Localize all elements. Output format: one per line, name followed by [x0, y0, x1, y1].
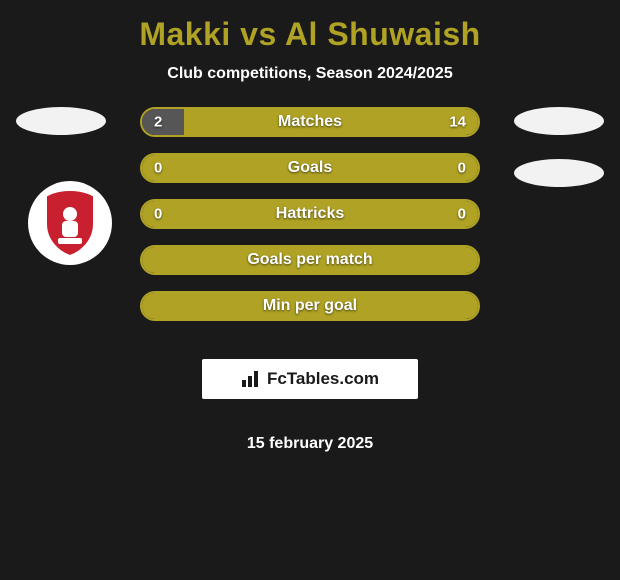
- stat-value-left: 2: [154, 114, 162, 131]
- bars-icon: [241, 370, 261, 388]
- title-vs: vs: [240, 16, 277, 52]
- stat-label: Hattricks: [276, 205, 344, 223]
- stat-label: Goals per match: [247, 251, 372, 269]
- stat-row: Hattricks 0 0: [140, 199, 480, 229]
- stats-area: Matches 2 14 Goals 0 0 Hattricks 0 0 Goals per ma…: [0, 107, 620, 453]
- stat-value-right: 14: [449, 114, 466, 131]
- stat-label: Min per goal: [263, 297, 357, 315]
- right-team-ellipse-2: [514, 159, 604, 187]
- left-team-ellipse-1: [16, 107, 106, 135]
- date-text: 15 february 2025: [247, 435, 373, 453]
- title-player2: Al Shuwaish: [285, 16, 481, 52]
- stat-label: Goals: [288, 159, 332, 177]
- stat-value-left: 0: [154, 160, 162, 177]
- stat-row: Min per goal: [140, 291, 480, 321]
- stat-fill-left: [142, 109, 184, 135]
- stat-label: Matches: [278, 113, 342, 131]
- stat-row: Matches 2 14: [140, 107, 480, 137]
- stat-value-right: 0: [458, 160, 466, 177]
- left-club-badge: [28, 181, 112, 265]
- branding-badge: FcTables.com: [202, 359, 418, 399]
- title-player1: Makki: [139, 16, 230, 52]
- stat-row: Goals per match: [140, 245, 480, 275]
- stat-value-right: 0: [458, 206, 466, 223]
- branding-text: FcTables.com: [267, 369, 379, 389]
- right-team-ellipse-1: [514, 107, 604, 135]
- page-title: Makki vs Al Shuwaish: [139, 16, 480, 53]
- stat-value-left: 0: [154, 206, 162, 223]
- stat-row: Goals 0 0: [140, 153, 480, 183]
- club-shield-icon: [40, 188, 100, 258]
- subtitle: Club competitions, Season 2024/2025: [167, 65, 452, 83]
